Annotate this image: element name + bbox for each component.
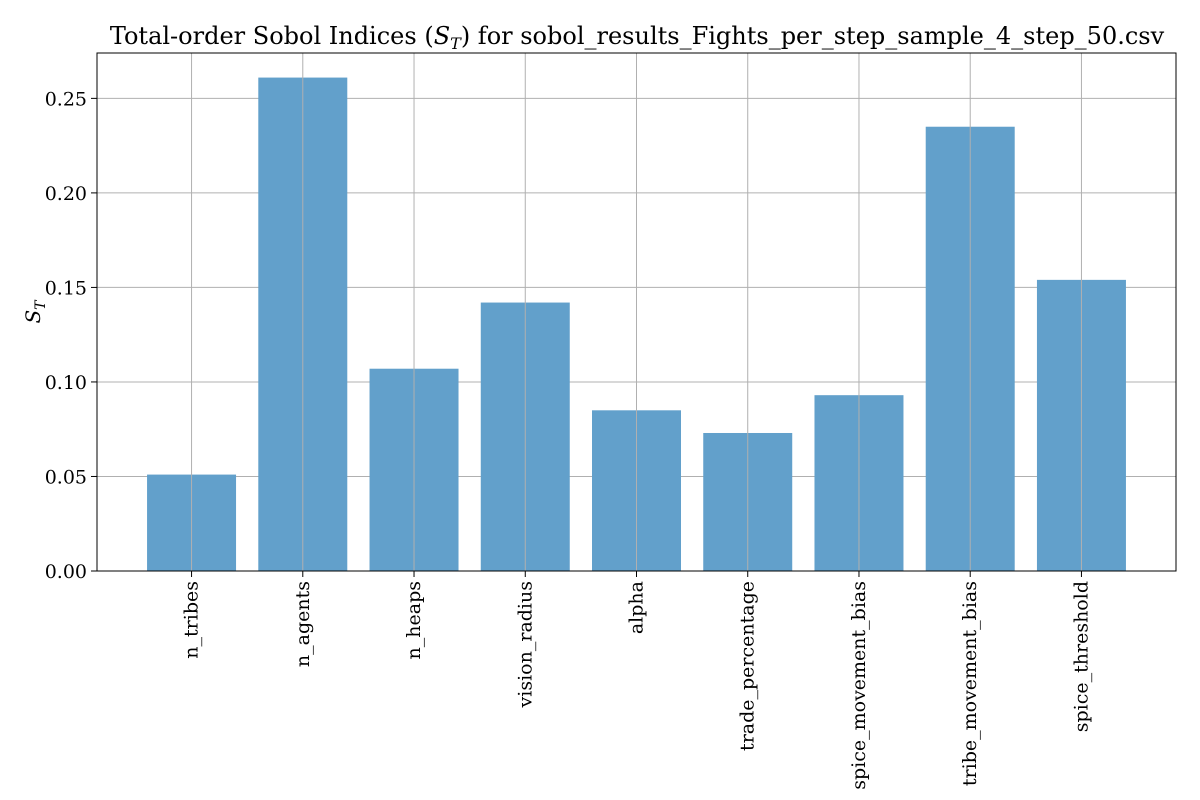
x-tick-label-alpha: alpha bbox=[626, 581, 648, 634]
chart-title: Total-order Sobol Indices (ST) for sobol… bbox=[110, 22, 1165, 53]
y-tick-label: 0.15 bbox=[45, 277, 87, 299]
chart-title-symbol: S bbox=[434, 22, 450, 50]
y-tick-labels: 0.00 0.05 0.10 0.15 0.20 0.25 bbox=[45, 88, 87, 583]
x-tick-label-vision-radius: vision_radius bbox=[514, 581, 536, 708]
x-tick-label-trade-percentage: trade_percentage bbox=[737, 581, 759, 751]
x-tick-label-n-tribes: n_tribes bbox=[181, 581, 203, 659]
x-tick-label-spice-threshold: spice_threshold bbox=[1070, 581, 1092, 732]
x-tick-label-spice-movement-bias: spice_movement_bias bbox=[848, 581, 870, 790]
y-tick-label: 0.10 bbox=[45, 372, 87, 394]
y-axis-label-symbol: S bbox=[21, 310, 45, 324]
chart-title-prefix: Total-order Sobol Indices ( bbox=[110, 22, 434, 50]
x-tick-label-tribe-movement-bias: tribe_movement_bias bbox=[959, 581, 981, 786]
chart-title-subscript: T bbox=[450, 34, 462, 53]
ticks-layer bbox=[91, 97, 1082, 577]
y-tick-label: 0.00 bbox=[45, 561, 87, 583]
y-tick-label: 0.20 bbox=[45, 183, 87, 205]
x-tick-label-n-heaps: n_heaps bbox=[403, 581, 425, 659]
y-tick-label: 0.05 bbox=[45, 466, 87, 488]
x-tick-labels: n_tribes n_agents n_heaps vision_radius alph… bbox=[181, 581, 1093, 790]
y-tick-label: 0.25 bbox=[45, 88, 87, 110]
y-axis-label: ST bbox=[21, 299, 49, 324]
y-axis-label-subscript: T bbox=[33, 299, 49, 310]
chart-title-suffix: ) for sobol_results_Fights_per_step_samp… bbox=[461, 22, 1165, 50]
vertical-grid-layer bbox=[191, 53, 1082, 571]
x-tick-label-n-agents: n_agents bbox=[292, 581, 314, 667]
